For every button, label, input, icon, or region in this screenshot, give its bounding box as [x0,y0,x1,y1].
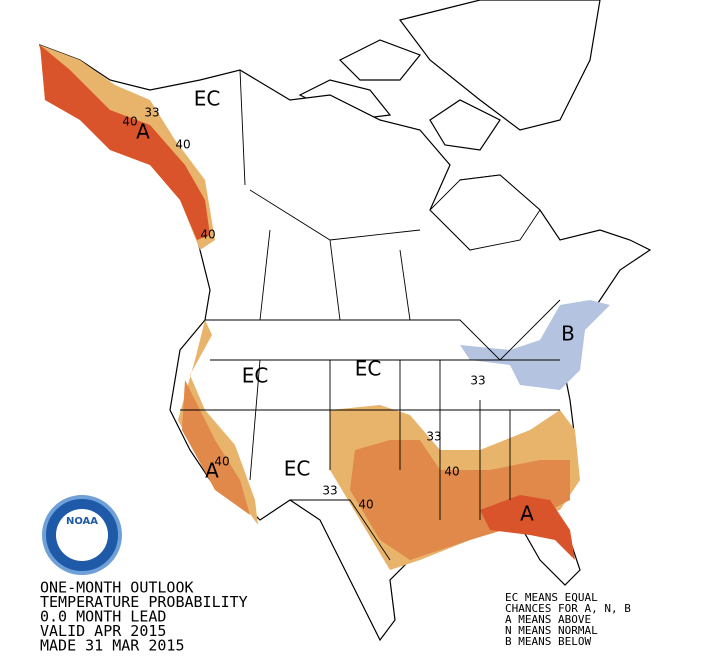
noaa-logo-inner [56,509,108,561]
region-label: A [136,120,150,144]
contour-label: 33 [322,484,337,498]
legend-line: N MEANS NORMAL [505,624,598,637]
alaska-above-deep [40,45,210,240]
contour-label: 40 [358,498,373,512]
borders [180,69,561,561]
legend-line: EC MEANS EQUAL [505,591,598,604]
contour-label: 40 [444,465,459,479]
contour-label: 33 [426,430,441,444]
contour-label: 40 [122,115,137,129]
region-label: EC [355,357,382,381]
hudson-bay [429,174,541,251]
legend-line: B MEANS BELOW [505,635,591,648]
region-label: A [205,459,219,483]
contour-label: 40 [214,455,229,469]
contour-label: 40 [200,228,215,242]
greenland [398,0,601,131]
region-label: EC [284,457,311,481]
southeast-above-deep [480,495,575,560]
region-label: A [520,502,534,526]
title-line: MADE 31 MAR 2015 [40,637,185,655]
region-label: EC [194,87,221,111]
title-line: 0.0 MONTH LEAD [40,608,166,626]
contour-label: 33 [470,374,485,388]
legend-line: A MEANS ABOVE [505,613,591,626]
west-above-light [178,320,258,525]
title-line: ONE-MONTH OUTLOOK [40,579,194,597]
northeast-below [460,300,610,390]
title-line: VALID APR 2015 [40,622,166,640]
west-above-mid [182,380,250,515]
region-label: EC [242,364,269,388]
logo-text: NOAA [66,516,98,527]
title-line: TEMPERATURE PROBABILITY [40,593,248,611]
region-label: B [561,322,575,346]
contour-label: 33 [144,106,159,120]
contour-label: 40 [175,138,190,152]
south-above-mid [350,440,570,560]
legend-line: CHANCES FOR A, N, B [505,602,631,615]
